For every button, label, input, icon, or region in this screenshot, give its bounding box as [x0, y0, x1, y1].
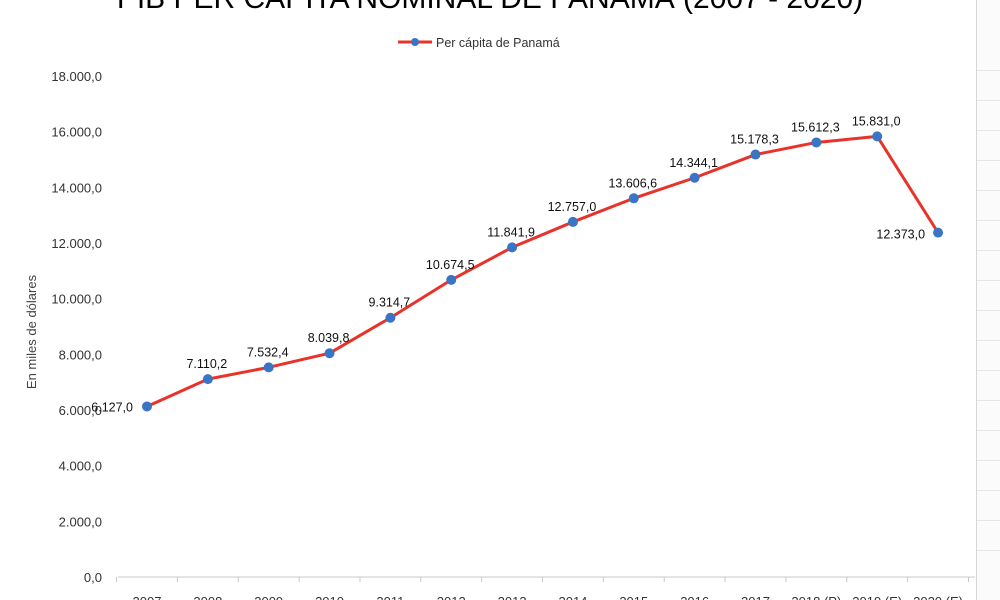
x-tick-label: 2011 [376, 594, 404, 600]
legend-label: Per cápita de Panamá [436, 36, 560, 50]
y-axis-ticks: 0,0 2.000,0 4.000,0 6.000,0 8.000,0 10.000,0 1… [51, 69, 102, 585]
grid-row-line [977, 370, 1000, 371]
data-label: 15.178,3 [730, 133, 779, 147]
grid-row-line [977, 220, 1000, 221]
data-label: 7.110,2 [186, 357, 227, 371]
data-label: 11.841,9 [487, 225, 535, 239]
data-label: 15.612,3 [791, 120, 840, 134]
x-tick-label: 2009 [254, 594, 283, 600]
data-point [750, 149, 761, 160]
x-tick-label: 2008 [193, 594, 222, 600]
chart-title: PIB PER CÁPITA NOMINAL DE PANAMÁ (2007 -… [117, 0, 863, 15]
data-label: 7.532,4 [247, 345, 289, 359]
data-point [872, 131, 883, 142]
data-point [446, 274, 457, 285]
x-tick-label: 2013 [498, 594, 527, 600]
grid-row-line [977, 190, 1000, 191]
data-label: 12.373,0 [876, 228, 925, 242]
grid-row-line [977, 70, 1000, 71]
grid-row-line [977, 520, 1000, 521]
y-tick-label: 18.000,0 [51, 69, 102, 84]
data-label: 14.344,1 [669, 156, 718, 170]
data-point [811, 137, 822, 148]
y-axis-label: En miles de dólares [24, 274, 39, 389]
grid-row-line [977, 460, 1000, 461]
grid-row-line [977, 490, 1000, 491]
y-tick-label: 2.000,0 [59, 514, 102, 529]
x-tick-label: 2020 (E) [913, 594, 963, 600]
grid-row-line [977, 160, 1000, 161]
x-tick-label: 2012 [437, 594, 466, 600]
grid-row-line [977, 130, 1000, 131]
data-point [567, 216, 578, 227]
data-point [142, 401, 152, 412]
grid-row-line [977, 340, 1000, 341]
data-label: 10.674,5 [426, 258, 475, 272]
x-tick-label: 2018 (P) [791, 594, 841, 600]
data-label: 13.606,6 [608, 176, 657, 190]
y-tick-label: 10.000,0 [51, 292, 102, 307]
data-point [507, 242, 518, 253]
data-label: 15.831,0 [852, 114, 901, 128]
data-point [933, 227, 944, 238]
data-point [202, 374, 213, 385]
legend: Per cápita de Panamá [398, 36, 560, 50]
grid-row-line [977, 400, 1000, 401]
data-point [385, 312, 396, 323]
series-lines [145, 134, 940, 408]
y-tick-label: 0,0 [84, 570, 102, 585]
grid-row-line [977, 250, 1000, 251]
y-tick-label: 8.000,0 [59, 347, 102, 362]
x-tick-label: 2017 [741, 594, 770, 600]
y-tick-label: 14.000,0 [51, 180, 102, 195]
grid-row-line [977, 430, 1000, 431]
x-tick-label: 2019 (E) [852, 594, 902, 600]
y-tick-label: 12.000,0 [51, 236, 102, 251]
x-axis-ticks: 2007 2008 2009 2010 2011 2012 2013 2014 2015 2016… [116, 577, 969, 600]
x-tick-label: 2014 [558, 594, 587, 600]
series-line [145, 134, 940, 408]
series-points [142, 131, 944, 412]
x-tick-label: 2016 [680, 594, 709, 600]
y-tick-label: 16.000,0 [51, 125, 102, 140]
grid-row-line [977, 280, 1000, 281]
data-point [689, 172, 700, 183]
data-label: 8.039,8 [308, 331, 350, 345]
data-point [263, 362, 274, 373]
y-tick-label: 6.000,0 [59, 403, 102, 418]
grid-row-line [977, 310, 1000, 311]
data-label: 6.127,0 [91, 400, 133, 414]
x-tick-label: 2015 [619, 594, 648, 600]
x-tick-label: 2007 [133, 594, 162, 600]
data-label: 9.314,7 [369, 296, 411, 310]
legend-dot-marker [411, 38, 419, 46]
data-point [324, 348, 335, 359]
spreadsheet-edge [976, 0, 1000, 600]
data-point [628, 193, 639, 204]
data-labels: 6.127,0 7.110,2 7.532,4 8.039,8 9.314,7 10.67… [91, 114, 925, 414]
grid-row-line [977, 550, 1000, 551]
data-label: 12.757,0 [548, 200, 597, 214]
x-tick-label: 2010 [315, 594, 344, 600]
y-tick-label: 4.000,0 [59, 459, 102, 474]
grid-row-line [977, 100, 1000, 101]
